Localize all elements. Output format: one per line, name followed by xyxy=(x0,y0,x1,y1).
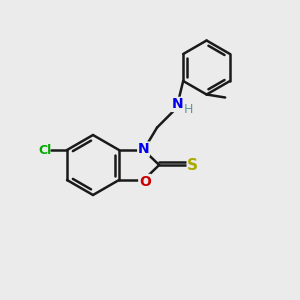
Text: S: S xyxy=(187,158,198,172)
Text: N: N xyxy=(138,142,149,156)
Text: H: H xyxy=(183,103,193,116)
Text: O: O xyxy=(139,175,151,188)
Text: N: N xyxy=(171,98,183,111)
Text: Cl: Cl xyxy=(38,143,51,157)
